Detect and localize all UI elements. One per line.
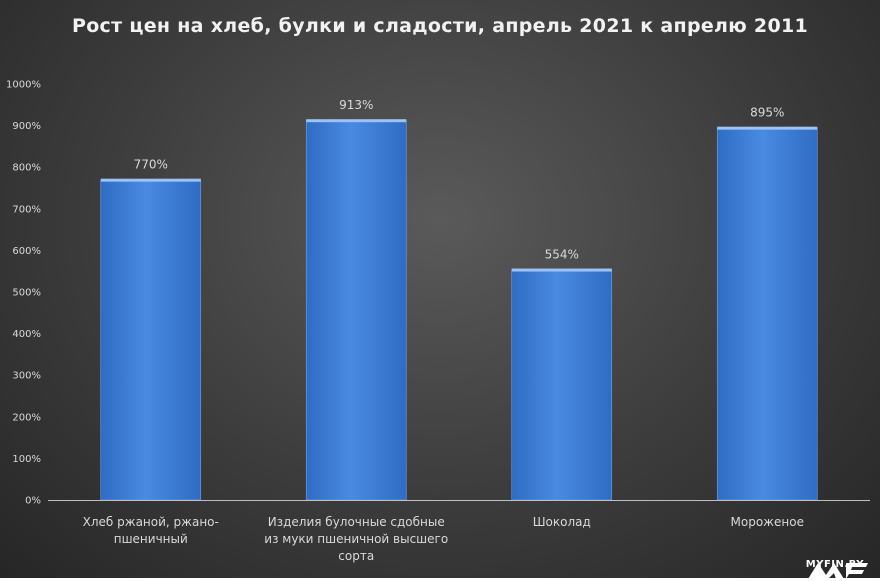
y-tick-label: 1000% [6,80,41,91]
y-axis: 0% 100% 200% 300% 400% 500% 600% 700% 800% 900% 10… [6,80,41,507]
logo-mark-icon [807,563,868,579]
y-tick-label: 0% [25,496,41,507]
x-tick-label-line: пшеничный [114,532,188,546]
bar [511,269,613,501]
y-tick-label: 900% [12,121,41,132]
y-tick-label: 700% [12,204,41,215]
data-label: 913% [339,98,373,112]
x-tick-label-line: Шоколад [533,515,591,529]
bar-top-highlight [717,126,818,130]
myfin-logo: MYFIN.BY [806,559,868,579]
y-tick-label: 400% [12,329,41,340]
y-tick-label: 500% [12,288,41,299]
x-tick-label: Мороженое [731,515,804,529]
x-tick-label: Шоколад [533,515,591,529]
x-tick-label: Изделия булочные сдобные из муки пшенично… [264,515,448,563]
x-tick-label-line: Изделия булочные сдобные [268,515,445,529]
y-tick-label: 300% [12,371,41,382]
bar-top-highlight [306,119,407,123]
data-label: 554% [545,248,579,262]
bar-top-highlight [100,178,201,182]
x-tick-label-line: из муки пшеничной высшего [264,532,448,546]
data-label: 770% [134,158,168,172]
bars: 770% 913% 554% 895% [100,98,818,501]
y-tick-label: 200% [12,412,41,423]
bar [305,119,407,501]
x-tick-label-line: сорта [338,549,374,563]
data-label: 895% [750,106,784,120]
y-tick-label: 100% [12,454,41,465]
y-tick-label: 800% [12,163,41,174]
bar [716,127,818,501]
x-axis: Хлеб ржаной, ржано-пшеничный Изделия було… [48,500,870,563]
chart-title: Рост цен на хлеб, булки и сладости, апре… [71,15,809,37]
x-tick-label: Хлеб ржаной, ржано-пшеничный [83,515,219,546]
bar-top-highlight [511,268,612,272]
y-tick-label: 600% [12,246,41,257]
x-tick-label-line: Хлеб ржаной, ржано- [83,515,219,529]
bar [100,179,202,501]
x-tick-label-line: Мороженое [731,515,804,529]
